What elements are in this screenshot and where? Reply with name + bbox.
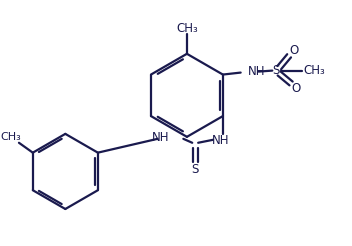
- Text: NH: NH: [152, 131, 170, 144]
- Text: NH: NH: [212, 134, 230, 147]
- Text: CH₃: CH₃: [176, 22, 198, 35]
- Text: S: S: [191, 163, 199, 176]
- Text: S: S: [272, 64, 280, 77]
- Text: NH: NH: [247, 65, 265, 78]
- Text: O: O: [291, 82, 301, 95]
- Text: CH₃: CH₃: [303, 64, 325, 77]
- Text: CH₃: CH₃: [1, 132, 21, 142]
- Text: O: O: [289, 44, 298, 57]
